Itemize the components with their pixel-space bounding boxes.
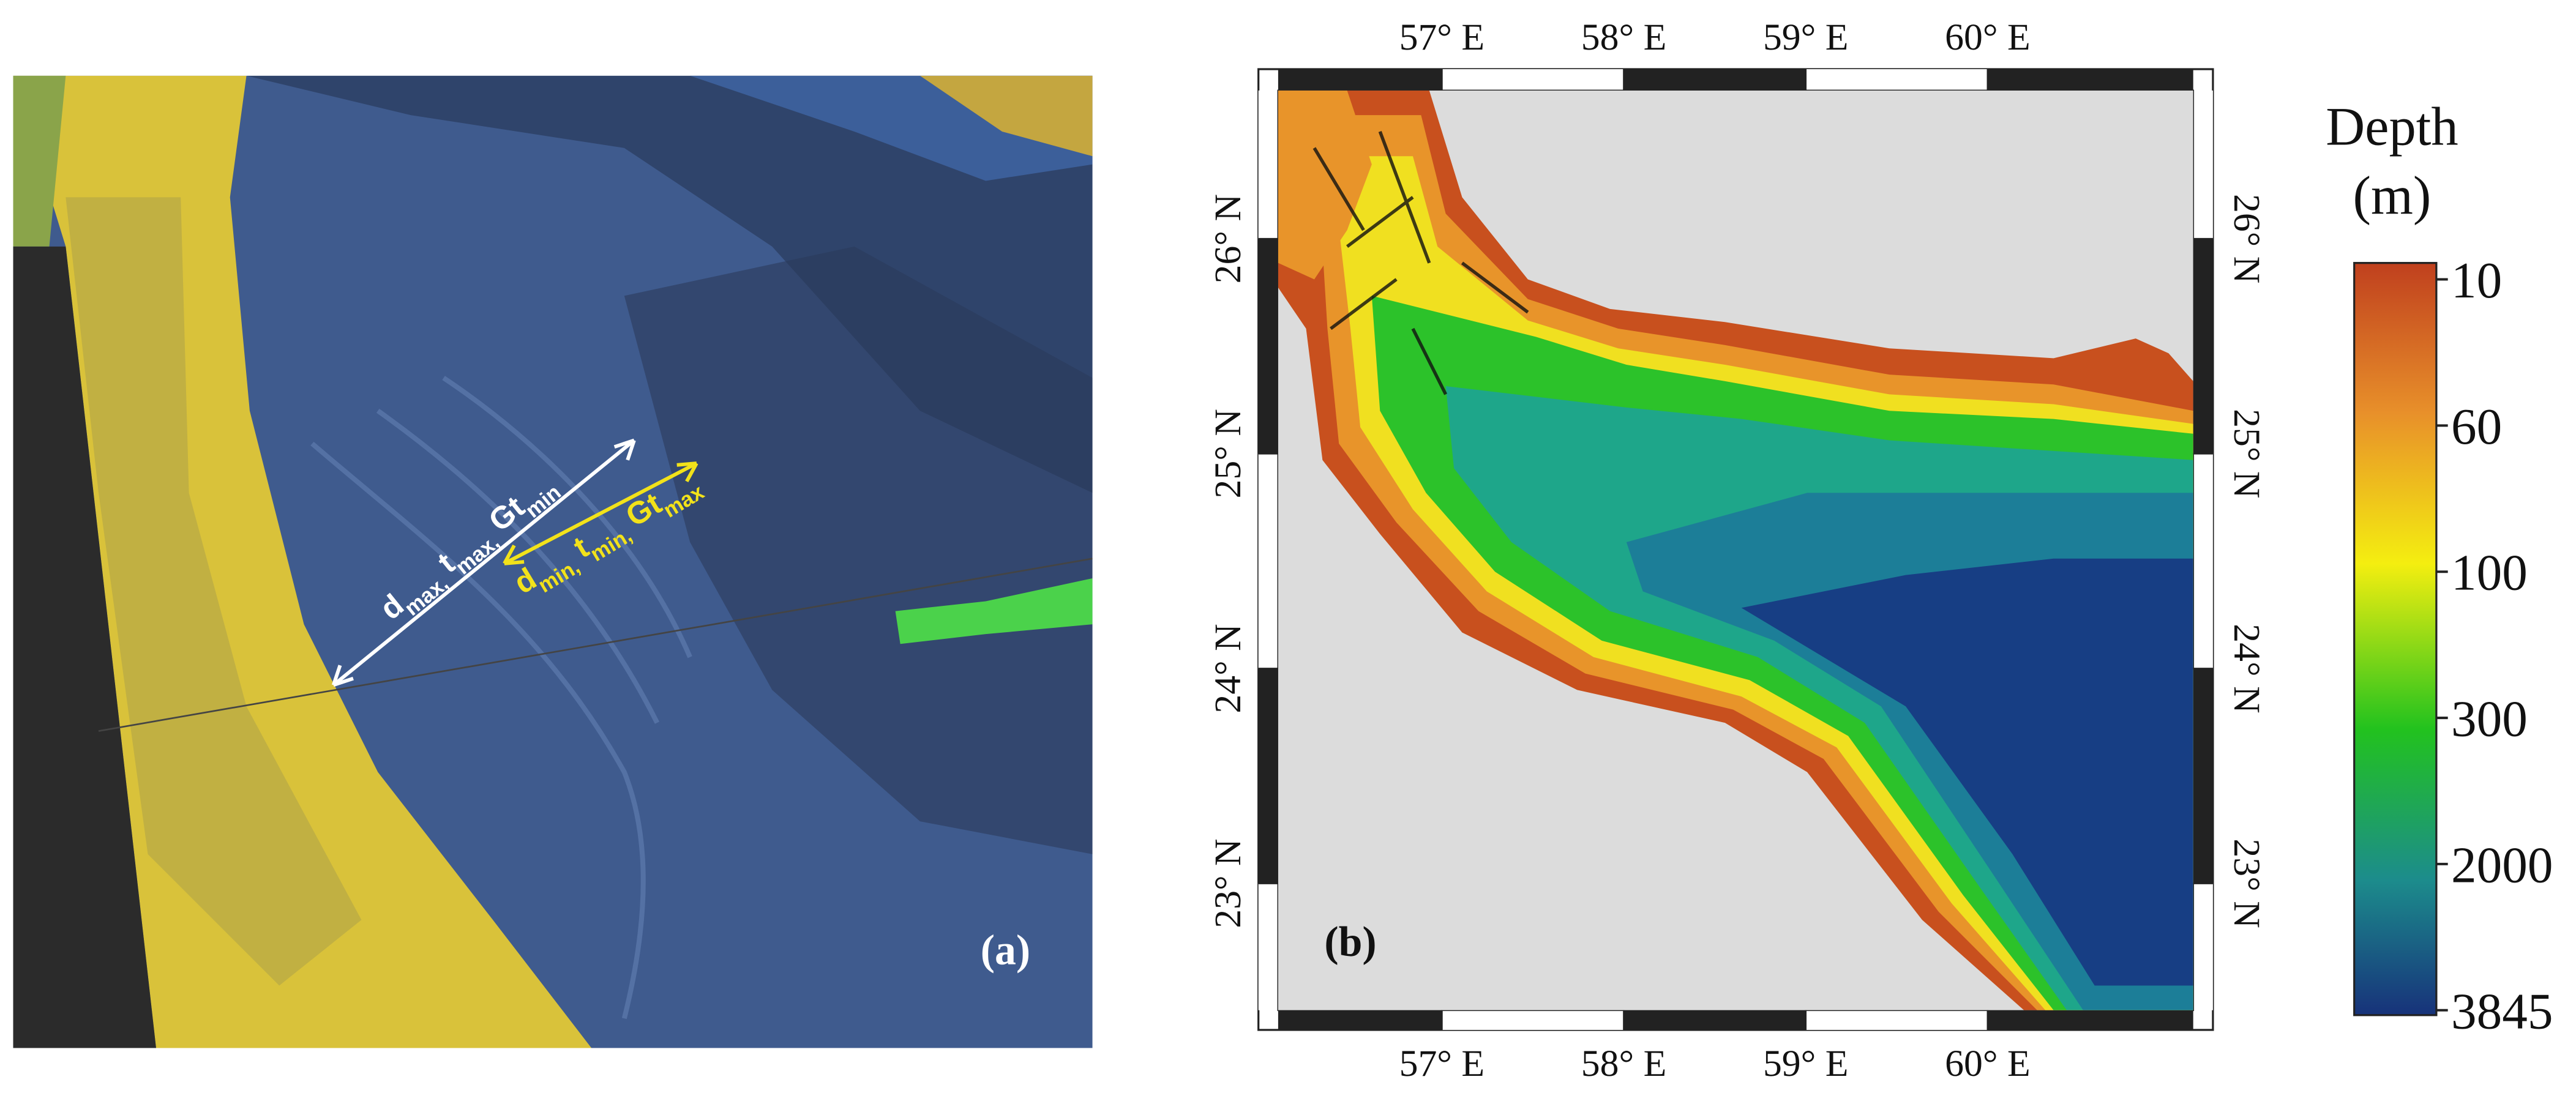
y-tick-label: 25° N — [2226, 409, 2267, 498]
bathymetry — [1278, 90, 2193, 1010]
frame-band — [1987, 1010, 2193, 1030]
x-tick-label: 59° E — [1763, 17, 1849, 58]
y-tick-label: 23° N — [1207, 838, 1249, 928]
y-tick-label: 26° N — [1207, 194, 1249, 283]
x-tick-label: 59° E — [1763, 1043, 1849, 1084]
x-tick-label: 60° E — [1945, 1043, 2031, 1084]
x-tick-label: 57° E — [1399, 1043, 1485, 1084]
frame-band — [2193, 453, 2213, 669]
frame-band — [1278, 69, 1442, 91]
frame-bands — [1258, 69, 2213, 1030]
colorbar-tick-label: 60 — [2451, 398, 2502, 455]
satellite-image — [13, 75, 1093, 1048]
colorbar-tick-label: 3845 — [2451, 983, 2553, 1039]
frame-band — [1442, 69, 1624, 91]
frame-band — [2193, 668, 2213, 884]
frame-band — [2193, 239, 2213, 454]
colorbar-tick-label: 2000 — [2451, 837, 2553, 893]
colorbar-title: Depth — [2326, 97, 2458, 157]
frame-band — [1258, 668, 1278, 884]
colorbar-tick-label: 10 — [2451, 252, 2502, 308]
frame-band — [2193, 883, 2213, 1010]
y-tick-label: 26° N — [2226, 194, 2267, 283]
panel-label: (a) — [981, 927, 1030, 974]
colorbar-tick-label: 100 — [2451, 545, 2528, 601]
frame-band — [1442, 1010, 1624, 1030]
colorbar-title: (m) — [2353, 166, 2431, 226]
x-tick-label: 58° E — [1581, 1043, 1667, 1084]
x-tick-label: 58° E — [1581, 17, 1667, 58]
frame-band — [1258, 239, 1278, 454]
map-ticks: 57° E 57° E 58° E 58° E 59° E 59° E 60° E 60° E… — [1207, 17, 2267, 1084]
frame-band — [1805, 1010, 1988, 1030]
x-tick-label: 60° E — [1945, 17, 2031, 58]
colorbar-tick-label: 300 — [2451, 691, 2528, 747]
panel-label: (b) — [1324, 919, 1376, 966]
arrows — [331, 438, 698, 687]
y-tick-label: 23° N — [2226, 838, 2267, 928]
frame-band — [2193, 90, 2213, 239]
y-tick-label: 24° N — [2226, 624, 2267, 713]
frame-band — [1623, 69, 1806, 91]
frame-band — [1623, 1010, 1806, 1030]
frame-band — [1258, 90, 1278, 239]
frame-band — [1258, 883, 1278, 1010]
colorbar — [2353, 262, 2438, 1016]
x-tick-label: 57° E — [1399, 17, 1485, 58]
colorbar-ticks: 10 60 100 300 2000 3845 — [2436, 252, 2553, 1039]
frame-band — [1987, 69, 2193, 91]
frame-band — [1805, 69, 1988, 91]
y-tick-label: 25° N — [1207, 409, 1249, 498]
frame-band — [1278, 1010, 1442, 1030]
frame-band — [1258, 453, 1278, 669]
y-tick-label: 24° N — [1207, 624, 1249, 713]
